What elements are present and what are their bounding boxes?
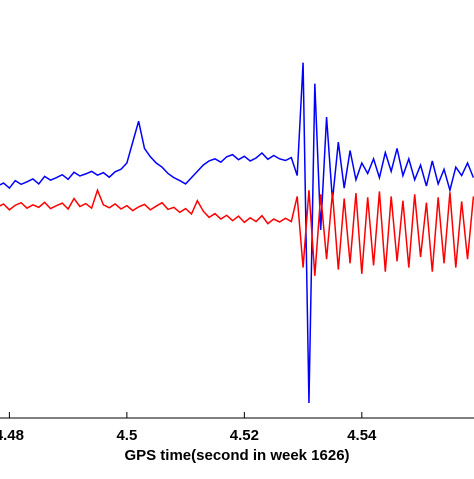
x-tick-label: 4.54 (347, 427, 377, 444)
series-line (0, 62, 474, 403)
series-line (0, 187, 474, 276)
x-axis-label: GPS time(second in week 1626) (124, 447, 349, 464)
x-tick-label: 4.5 (116, 427, 137, 444)
x-tick-label: 4.52 (230, 427, 259, 444)
x-tick-label: 4.48 (0, 427, 24, 444)
